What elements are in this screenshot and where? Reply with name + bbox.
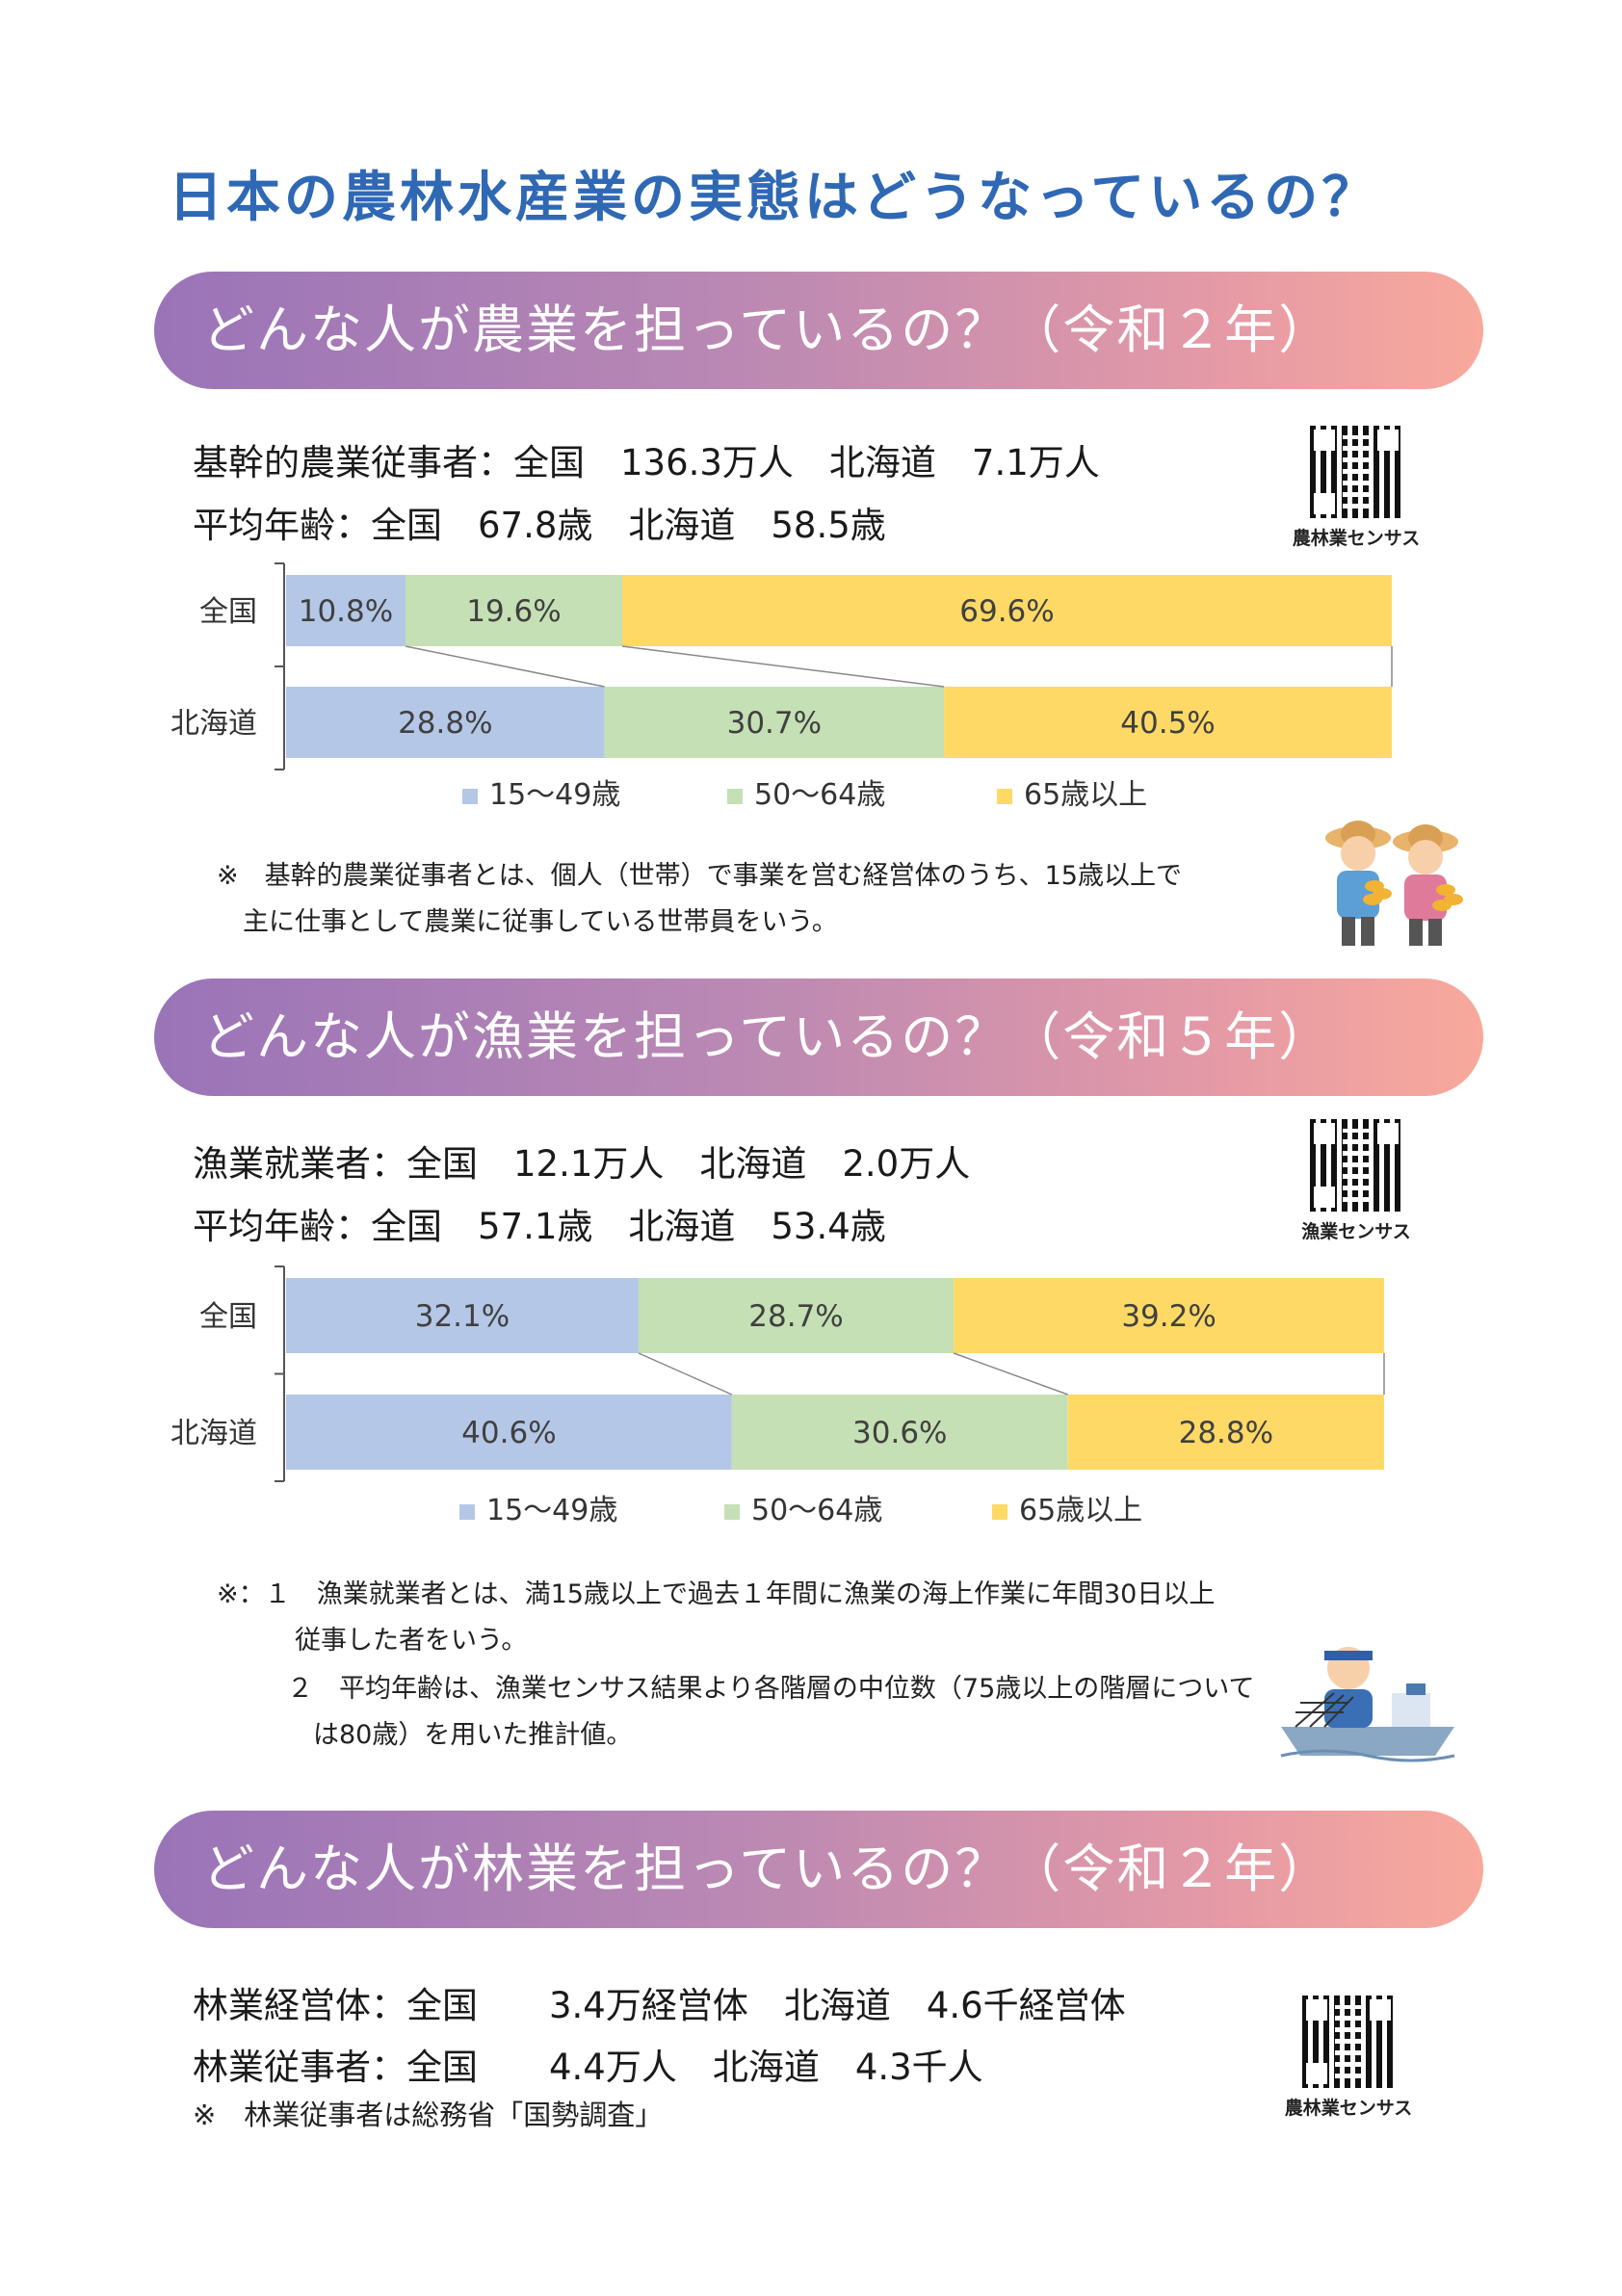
legend-swatch: [992, 1504, 1007, 1520]
agriculture-heading: どんな人が農業を担っているの？（令和２年）: [202, 300, 1333, 360]
fishery-note-2: ２ 平均年齢は、漁業センサス結果より各階層の中位数（75歳以上の階層について は…: [287, 1674, 1255, 1750]
chart-data-label: 30.6%: [852, 1416, 947, 1450]
chart-data-label: 19.6%: [466, 594, 561, 629]
chart-bar: [286, 1395, 732, 1470]
agriculture-qr-label: 農林業センサス: [1292, 528, 1421, 549]
chart-bar: [638, 1278, 955, 1353]
chart-data-label: 40.5%: [1120, 706, 1215, 741]
chart-category-label: 全国: [199, 1300, 257, 1334]
chart-bar: [944, 687, 1392, 758]
qr-code-icon[interactable]: [1310, 1119, 1402, 1212]
agriculture-heading-banner: どんな人が農業を担っているの？（令和２年）: [154, 272, 1483, 389]
farmers-with-rice-icon: [1305, 817, 1478, 955]
agriculture-workers-stat: 基幹的農業従事者：全国 136.3万人 北海道 7.1万人: [193, 442, 1100, 483]
legend-swatch: [727, 789, 743, 804]
chart-data-label: 69.6%: [959, 594, 1054, 629]
forestry-entities-stat: 林業経営体：全国 3.4万経営体 北海道 4.6千経営体: [193, 1985, 1126, 2026]
chart-data-label: 28.7%: [748, 1299, 843, 1334]
chart-data-label: 10.8%: [299, 594, 393, 629]
fishery-workers-stat: 漁業就業者：全国 12.1万人 北海道 2.0万人: [193, 1143, 971, 1185]
chart-bar: [286, 1278, 639, 1353]
chart-bar: [286, 575, 406, 646]
agriculture-average-age-stat: 平均年齢：全国 67.8歳 北海道 58.5歳: [193, 505, 886, 546]
chart-bar: [731, 1395, 1068, 1470]
chart-category-label: 北海道: [170, 707, 257, 741]
chart-data-label: 32.1%: [415, 1299, 510, 1334]
legend-label: 50～64歳: [754, 778, 885, 812]
chart-connector-line: [621, 645, 945, 688]
agriculture-note: ※ 基幹的農業従事者とは、個人（世帯）で事業を営む経営体のうち、15歳以上で 主…: [217, 861, 1182, 937]
fishery-note-1: ※：１ 漁業就業者とは、満15歳以上で過去１年間に漁業の海上作業に年間30日以上…: [217, 1579, 1216, 1656]
chart-data-label: 30.7%: [727, 706, 822, 741]
forestry-heading: どんな人が林業を担っているの？（令和２年）: [202, 1839, 1333, 1899]
fisherman-with-net-icon: [1276, 1635, 1459, 1769]
qr-code-icon[interactable]: [1302, 1996, 1395, 2088]
chart-data-label: 40.6%: [461, 1416, 556, 1450]
chart-connector-line: [953, 1352, 1068, 1396]
legend-label: 50～64歳: [751, 1494, 882, 1527]
forestry-qr-label: 農林業センサス: [1284, 2098, 1413, 2119]
legend-swatch: [459, 1504, 475, 1520]
fishery-average-age-stat: 平均年齢：全国 57.1歳 北海道 53.4歳: [193, 1206, 886, 1247]
fishery-heading: どんな人が漁業を担っているの？（令和５年）: [202, 1006, 1333, 1067]
legend-label: 15～49歳: [489, 778, 620, 812]
forestry-workers-stat: 林業従事者：全国 4.4万人 北海道 4.3千人: [193, 2047, 983, 2088]
legend-swatch: [724, 1504, 740, 1520]
chart-data-label: 28.8%: [398, 706, 492, 741]
fishery-heading-banner: どんな人が漁業を担っているの？（令和５年）: [154, 978, 1483, 1096]
fishery-age-chart: 全国北海道 32.1% 28.7% 39.2% 40.6% 30.6% 28.8% 15～49…: [135, 1262, 1426, 1541]
forestry-heading-banner: どんな人が林業を担っているの？（令和２年）: [154, 1811, 1483, 1928]
chart-bar: [621, 575, 1392, 646]
chart-connector-line: [405, 645, 605, 688]
forestry-note: ※ 林業従事者は総務省「国勢調査」: [193, 2099, 664, 2131]
chart-bar: [604, 687, 945, 758]
legend-swatch: [997, 789, 1012, 804]
chart-connector-line: [638, 1352, 733, 1396]
chart-bar: [405, 575, 622, 646]
legend-swatch: [462, 789, 478, 804]
legend-label: 15～49歳: [486, 1494, 617, 1527]
chart-category-label: 北海道: [170, 1417, 257, 1450]
agriculture-age-chart: 全国北海道 10.8% 19.6% 69.6% 28.8% 30.7% 40.5% 15～49…: [135, 559, 1426, 828]
chart-data-label: 39.2%: [1121, 1299, 1216, 1334]
chart-bar: [1067, 1395, 1384, 1470]
chart-bar: [954, 1278, 1384, 1353]
legend-label: 65歳以上: [1019, 1494, 1142, 1527]
qr-code-icon[interactable]: [1310, 426, 1402, 518]
chart-bar: [286, 687, 605, 758]
chart-category-label: 全国: [199, 595, 257, 629]
fishery-qr-label: 漁業センサス: [1301, 1221, 1411, 1242]
legend-label: 65歳以上: [1024, 778, 1147, 812]
chart-data-label: 28.8%: [1179, 1416, 1273, 1450]
page-title: 日本の農林水産業の実態はどうなっているの？: [169, 167, 1380, 229]
